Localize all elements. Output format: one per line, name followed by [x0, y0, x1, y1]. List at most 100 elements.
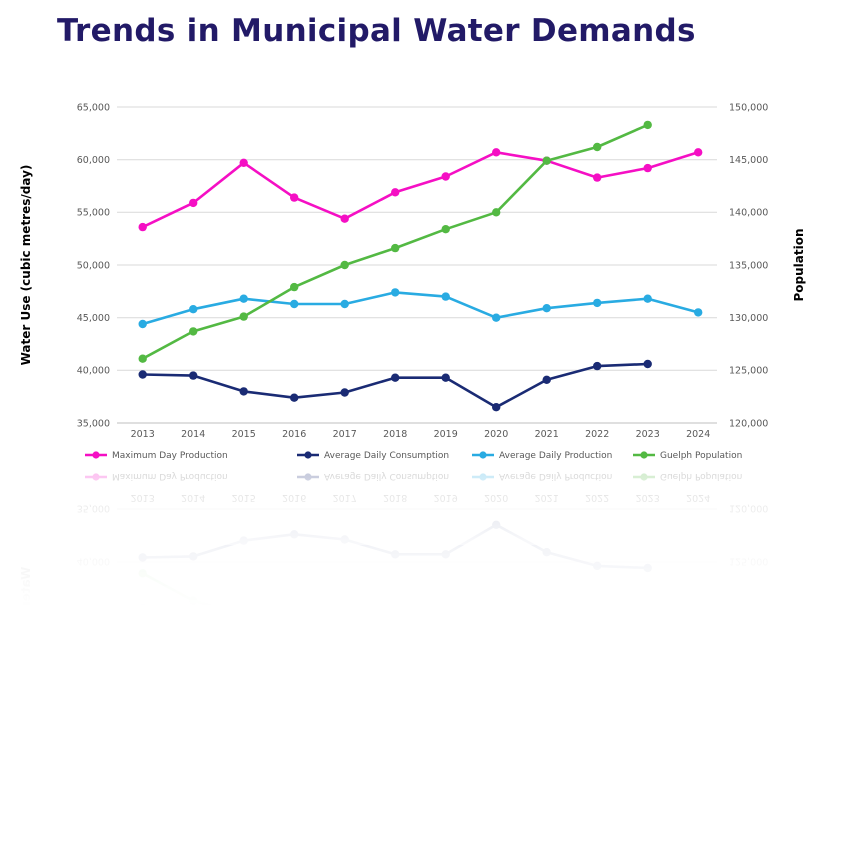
series-point-average-daily-production — [189, 305, 198, 314]
series-point-average-daily-consumption — [239, 536, 248, 545]
legend-item-average-daily-consumption: Average Daily Consumption — [297, 471, 449, 481]
series-point-average-daily-production — [643, 629, 652, 638]
series-point-maximum-day-production — [492, 775, 501, 784]
series-point-maximum-day-production — [593, 173, 602, 182]
series-point-maximum-day-production — [290, 730, 299, 739]
series-line-maximum-day-production — [141, 703, 700, 781]
right-axis-tick: 150,000 — [729, 102, 768, 113]
x-axis-tick: 2022 — [585, 429, 609, 440]
series-point-average-daily-production — [290, 623, 299, 633]
series-point-maximum-day-production — [239, 765, 248, 774]
left-axis-tick: 35,000 — [77, 503, 110, 514]
series-point-maximum-day-production — [239, 158, 248, 167]
series-point-average-daily-consumption — [340, 535, 349, 544]
series-point-maximum-day-production — [340, 214, 349, 223]
series-point-average-daily-consumption — [391, 373, 400, 382]
series-point-maximum-day-production — [441, 751, 450, 760]
right-axis-title: Population — [792, 228, 806, 301]
x-axis-tick: 2018 — [383, 429, 407, 440]
legend-label: Maximum Day Production — [112, 451, 228, 461]
x-axis-tick: 2020 — [484, 492, 508, 503]
x-axis-tick: 2023 — [636, 429, 660, 440]
series-point-average-daily-consumption — [239, 387, 248, 396]
series-point-average-daily-production — [290, 299, 299, 309]
series-point-guelph-population — [239, 611, 248, 620]
series-point-maximum-day-production — [593, 750, 602, 759]
right-axis-tick: 145,000 — [729, 766, 768, 777]
left-axis-tick: 55,000 — [77, 713, 110, 724]
legend-item-maximum-day-production: Maximum Day Production — [85, 471, 228, 481]
series-point-average-daily-production — [441, 292, 450, 301]
series-point-maximum-day-production — [441, 172, 450, 181]
series-point-guelph-population — [492, 715, 501, 724]
left-axis-tick: 55,000 — [77, 208, 110, 219]
series-point-average-daily-production — [340, 299, 349, 309]
series-point-maximum-day-production — [694, 775, 703, 784]
series-point-average-daily-consumption — [492, 520, 501, 529]
left-axis-title: Water Use (cubic metres/day) — [19, 567, 33, 768]
left-axis-tick: 60,000 — [77, 155, 110, 166]
right-axis-tick: 140,000 — [729, 713, 768, 724]
legend-item-average-daily-production: Average Daily Production — [472, 471, 612, 481]
x-axis-tick: 2017 — [333, 429, 357, 440]
series-point-guelph-population — [138, 354, 147, 363]
series-point-maximum-day-production — [340, 709, 349, 718]
series-point-average-daily-consumption — [290, 393, 299, 402]
series-line-guelph-population — [141, 572, 649, 809]
x-axis-tick: 2019 — [434, 492, 458, 503]
series-point-maximum-day-production — [492, 148, 501, 157]
right-axis-tick: 125,000 — [729, 366, 768, 377]
series-point-average-daily-consumption — [290, 530, 299, 539]
series-point-maximum-day-production — [138, 222, 147, 232]
series-point-average-daily-production — [441, 631, 450, 640]
series-point-average-daily-production — [239, 629, 248, 638]
series-line-average-daily-production — [141, 606, 700, 641]
right-axis-tick: 135,000 — [729, 260, 768, 271]
legend-marker-dot — [92, 451, 100, 459]
series-point-average-daily-consumption — [391, 550, 400, 559]
series-point-average-daily-production — [340, 623, 349, 633]
legend-marker-dot — [92, 473, 100, 481]
series-point-guelph-population — [643, 120, 652, 130]
legend-item-guelph-population: Guelph Population — [633, 471, 742, 481]
series-point-average-daily-production — [694, 615, 703, 624]
series-point-average-daily-production — [391, 635, 400, 644]
series-point-guelph-population — [441, 225, 450, 234]
series-point-maximum-day-production — [694, 148, 703, 157]
x-axis-tick: 2020 — [484, 429, 508, 440]
series-point-average-daily-consumption — [340, 388, 349, 397]
line-chart-svg: 35,000 120,000 40,000 125,000 45,000 130,000 5… — [19, 102, 806, 461]
x-axis-tick: 2014 — [181, 492, 205, 503]
series-point-guelph-population — [542, 767, 551, 776]
series-point-average-daily-consumption — [542, 548, 551, 557]
line-chart-svg: 35,000 120,000 40,000 125,000 45,000 130,000 5… — [19, 471, 806, 830]
series-point-guelph-population — [290, 640, 299, 650]
series-point-maximum-day-production — [391, 735, 400, 744]
page: { "page": { "title": "Trends in Municipa… — [0, 13, 850, 830]
series-point-maximum-day-production — [189, 724, 198, 734]
left-axis-tick: 35,000 — [77, 418, 110, 429]
x-axis-tick: 2023 — [636, 492, 660, 503]
series-point-average-daily-consumption — [643, 563, 652, 573]
x-axis-tick: 2013 — [131, 429, 155, 440]
series-point-average-daily-consumption — [441, 550, 450, 559]
right-axis-tick: 130,000 — [729, 608, 768, 619]
page-title: Trends in Municipal Water Demands — [57, 13, 696, 49]
right-axis-tick: 120,000 — [729, 418, 768, 429]
left-axis-tick: 60,000 — [77, 766, 110, 777]
series-point-guelph-population — [391, 679, 400, 689]
series-point-average-daily-consumption — [189, 371, 198, 380]
series-point-average-daily-consumption — [138, 370, 147, 379]
series-point-guelph-population — [138, 569, 147, 578]
left-axis-tick: 45,000 — [77, 608, 110, 619]
legend-item-average-daily-consumption: Average Daily Consumption — [297, 451, 449, 461]
series-point-average-daily-production — [542, 619, 551, 628]
left-axis-tick: 65,000 — [77, 102, 110, 113]
series-point-guelph-population — [290, 282, 299, 292]
series-point-average-daily-production — [138, 603, 147, 613]
chart-reflection: 35,000 120,000 40,000 125,000 45,000 130,000 5… — [0, 466, 850, 844]
series-line-average-daily-production — [141, 291, 700, 326]
legend-label: Average Daily Production — [499, 471, 612, 481]
series-point-guelph-population — [492, 208, 501, 217]
legend-label: Guelph Population — [660, 451, 742, 461]
